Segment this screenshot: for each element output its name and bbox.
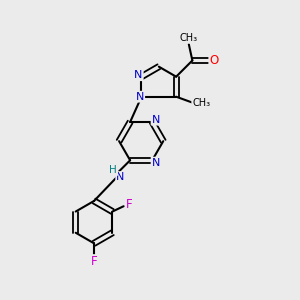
Text: N: N [116, 172, 124, 182]
Text: CH₃: CH₃ [192, 98, 210, 108]
Text: N: N [136, 92, 144, 102]
Text: CH₃: CH₃ [180, 33, 198, 43]
Text: F: F [91, 255, 98, 268]
Text: H: H [110, 165, 117, 175]
Text: O: O [209, 54, 219, 67]
Text: N: N [134, 70, 143, 80]
Text: N: N [152, 158, 160, 168]
Text: N: N [152, 115, 160, 125]
Text: F: F [126, 198, 133, 211]
